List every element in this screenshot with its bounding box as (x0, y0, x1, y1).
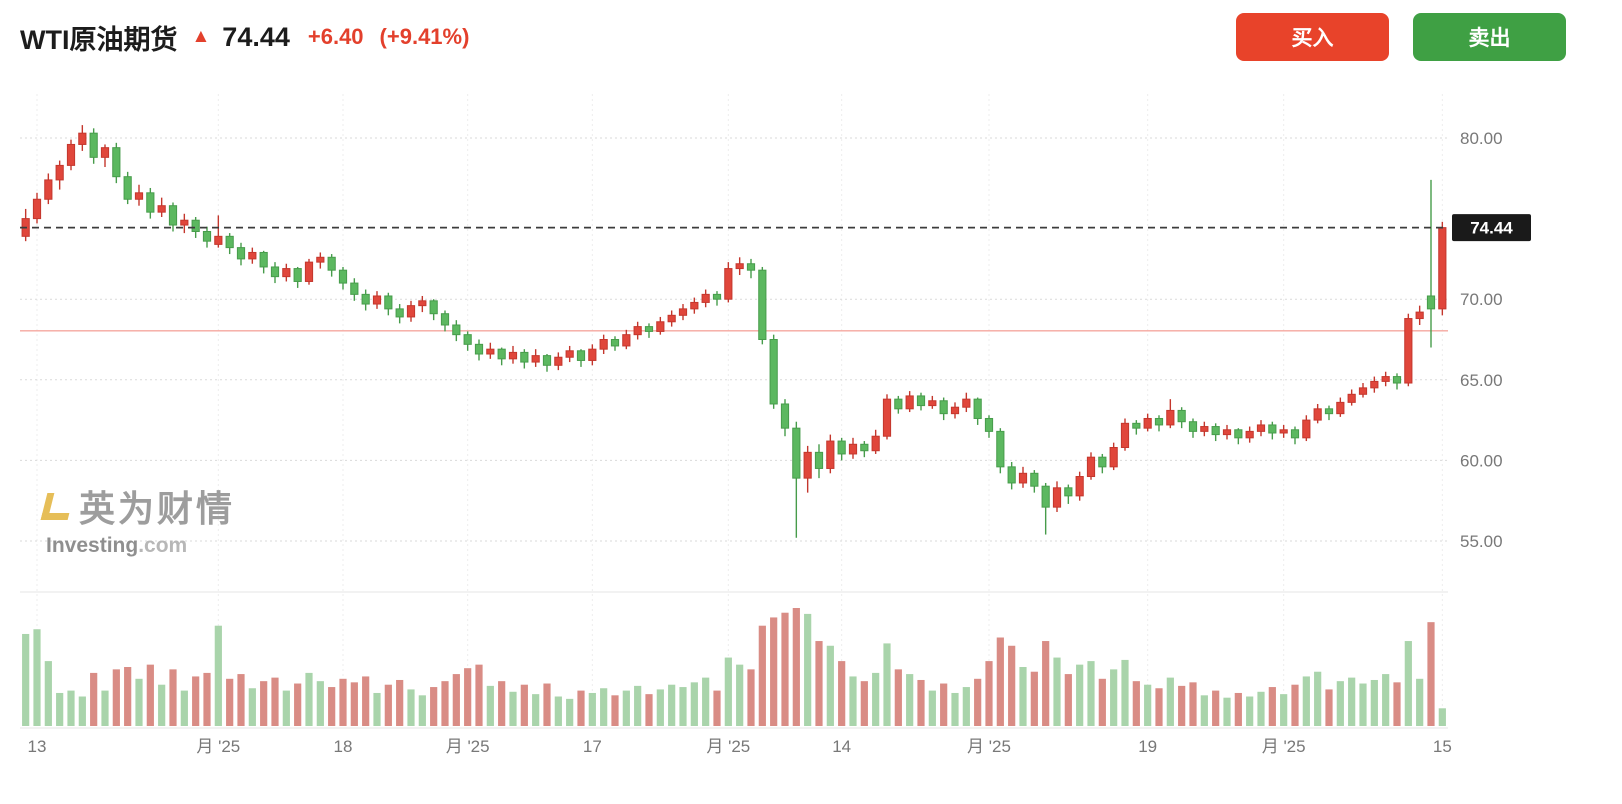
instrument-title: WTI原油期货 (20, 24, 178, 55)
x-axis-labels: 13 月 '25 18 月 '25 17 月 '25 14 月 '25 19 月 '25 15 (28, 737, 1452, 756)
sell-button[interactable]: 卖出 (1413, 13, 1566, 61)
svg-text:月 '25: 月 '25 (967, 737, 1011, 756)
candles-layer (21, 125, 1447, 538)
svg-text:月 '25: 月 '25 (706, 737, 750, 756)
header: WTI原油期货 ▲ 74.44 +6.40 (+9.41%) 买入 卖出 (0, 0, 1622, 74)
buy-button[interactable]: 买入 (1236, 13, 1389, 61)
price-change: +6.40 (307, 24, 364, 49)
svg-text:14: 14 (832, 737, 851, 756)
price-chart[interactable]: 80.00 70.00 65.00 60.00 55.00 74.44 13 月 '25 18 月… (0, 74, 1622, 804)
svg-text:18: 18 (334, 737, 353, 756)
price-up-arrow-icon: ▲ (191, 26, 211, 47)
svg-text:月 '25: 月 '25 (196, 737, 240, 756)
svg-text:13: 13 (28, 737, 47, 756)
last-price: 74.44 (222, 21, 290, 52)
instrument-summary: WTI原油期货 ▲ 74.44 +6.40 (+9.41%) (20, 18, 469, 57)
candlestick-chart-canvas[interactable]: 80.00 70.00 65.00 60.00 55.00 74.44 13 月 '25 18 月… (0, 74, 1622, 804)
svg-text:65.00: 65.00 (1460, 371, 1503, 390)
volume-layer (22, 608, 1446, 726)
svg-text:80.00: 80.00 (1460, 129, 1503, 148)
grid-layer (20, 94, 1448, 726)
svg-text:70.00: 70.00 (1460, 290, 1503, 309)
svg-text:月 '25: 月 '25 (446, 737, 490, 756)
price-change-percent: (+9.41%) (379, 24, 470, 49)
svg-text:15: 15 (1433, 737, 1452, 756)
svg-text:74.44: 74.44 (1470, 219, 1513, 238)
svg-text:19: 19 (1138, 737, 1157, 756)
svg-text:60.00: 60.00 (1460, 451, 1503, 470)
y-axis-labels: 80.00 70.00 65.00 60.00 55.00 (1460, 129, 1503, 551)
svg-text:月 '25: 月 '25 (1262, 737, 1306, 756)
trade-buttons: 买入 卖出 (1236, 13, 1566, 61)
svg-text:55.00: 55.00 (1460, 532, 1503, 551)
svg-text:17: 17 (583, 737, 602, 756)
current-price-badge: 74.44 (1452, 214, 1531, 242)
